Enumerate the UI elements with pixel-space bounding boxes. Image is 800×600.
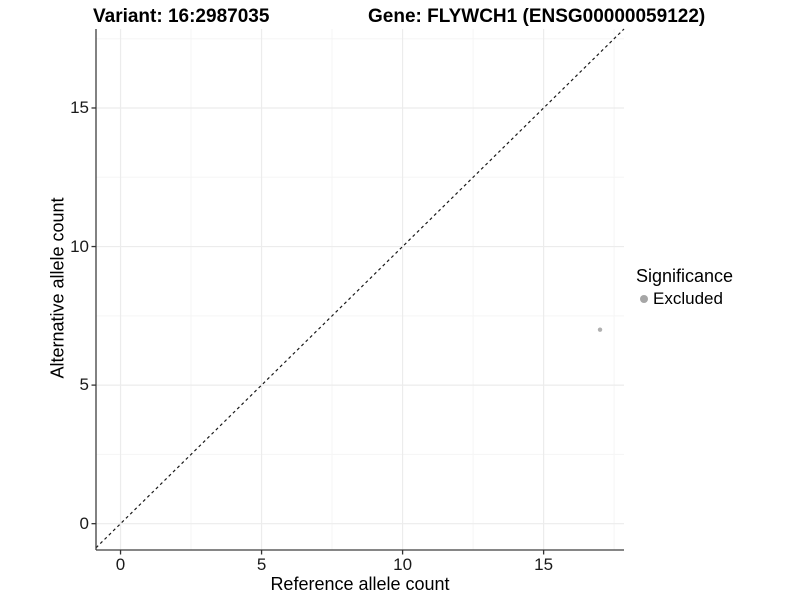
- x-tick-label: 10: [393, 555, 413, 574]
- gene-title: Gene: FLYWCH1 (ENSG00000059122): [368, 6, 706, 27]
- legend-entry-excluded: Excluded: [640, 289, 733, 309]
- legend-title: Significance: [636, 266, 734, 286]
- y-tick-label: 10: [70, 236, 89, 256]
- identity-line: [95, 28, 625, 549]
- data-point: [597, 327, 603, 332]
- x-tick-label: 5: [256, 555, 267, 574]
- y-tick-label: 15: [70, 97, 89, 117]
- variant-title: Variant: 16:2987035: [93, 6, 270, 27]
- y-tick-label: 0: [79, 513, 89, 533]
- y-tick-label: 5: [79, 375, 89, 395]
- x-axis-title: Reference allele count: [270, 574, 450, 594]
- legend: Significance Excluded: [636, 266, 733, 309]
- x-tick-label: 0: [115, 555, 126, 574]
- y-axis-title: Alternative allele count: [47, 197, 68, 379]
- x-tick-label: 15: [534, 555, 554, 574]
- legend-point-icon: [640, 295, 648, 303]
- legend-entry-label: Excluded: [653, 289, 723, 308]
